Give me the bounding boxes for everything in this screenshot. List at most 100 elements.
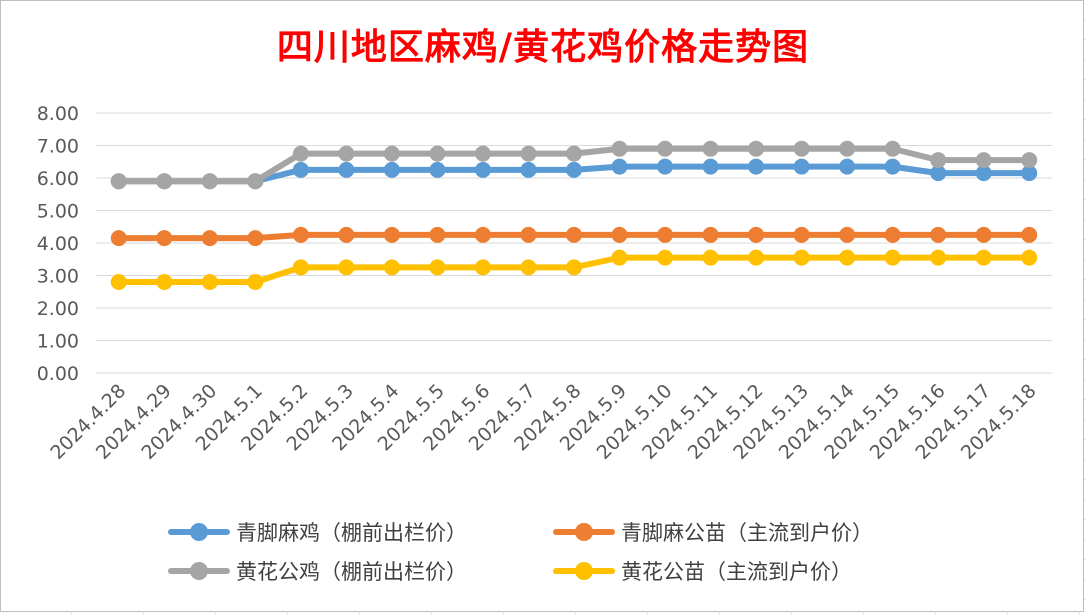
data-point xyxy=(975,165,992,182)
chart-title: 四川地区麻鸡/黄花鸡价格走势图 xyxy=(276,26,810,68)
data-point xyxy=(201,173,218,190)
data-point xyxy=(292,161,309,178)
data-point xyxy=(611,140,628,157)
data-point xyxy=(110,274,127,290)
data-point xyxy=(884,226,901,243)
legend-label: 黄花公鸡（棚前出栏价） xyxy=(236,560,467,584)
legend-item-qingjiao-maji[interactable]: 青脚麻鸡（棚前出栏价） xyxy=(168,514,467,550)
data-point xyxy=(657,158,674,175)
legend-swatch-qingjiao-maji xyxy=(168,514,230,550)
data-point xyxy=(657,140,674,157)
data-point xyxy=(748,226,765,243)
data-point xyxy=(383,259,400,276)
legend-item-huanghua-gongmiao[interactable]: 黄花公苗（主流到户价） xyxy=(553,553,852,589)
data-point xyxy=(793,226,810,243)
data-point xyxy=(429,259,446,276)
data-point xyxy=(566,161,582,178)
data-point xyxy=(657,249,674,266)
legend-label: 青脚麻公苗（主流到户价） xyxy=(621,521,873,545)
data-point xyxy=(748,249,765,266)
y-tick-label: 5.00 xyxy=(37,201,79,223)
y-tick-label: 4.00 xyxy=(37,233,79,255)
data-point xyxy=(110,230,127,247)
data-point xyxy=(156,173,173,190)
data-point xyxy=(702,249,719,266)
legend-swatch-huanghua-gongmiao xyxy=(553,553,615,589)
data-point xyxy=(702,158,719,175)
data-point xyxy=(338,161,355,178)
y-axis-ticks: 0.00 1.00 2.00 3.00 4.00 5.00 6.00 7.00 8.00 xyxy=(37,103,79,385)
data-point xyxy=(1021,152,1038,169)
data-point xyxy=(292,145,309,162)
data-point xyxy=(156,230,173,247)
data-point xyxy=(566,145,582,162)
data-point xyxy=(975,152,992,169)
legend-label: 黄花公苗（主流到户价） xyxy=(621,560,852,584)
data-point xyxy=(930,165,947,182)
data-point xyxy=(884,158,901,175)
data-point xyxy=(839,226,856,243)
data-point xyxy=(566,259,582,276)
data-point xyxy=(702,226,719,243)
data-point xyxy=(839,140,856,157)
data-point xyxy=(474,226,491,243)
data-point xyxy=(338,145,355,162)
data-point xyxy=(201,230,218,247)
data-point xyxy=(474,145,491,162)
data-point xyxy=(975,249,992,266)
y-tick-label: 6.00 xyxy=(37,168,79,190)
data-point xyxy=(793,140,810,157)
data-point xyxy=(520,161,537,178)
data-point xyxy=(611,249,628,266)
legend-swatch-qingjiao-mama-gongmiao xyxy=(553,514,615,550)
data-point xyxy=(156,274,173,290)
legend-item-huanghua-gongji[interactable]: 黄花公鸡（棚前出栏价） xyxy=(168,553,467,589)
data-point xyxy=(383,161,400,178)
data-point xyxy=(247,173,264,190)
data-point xyxy=(474,161,491,178)
data-point xyxy=(474,259,491,276)
legend: 青脚麻鸡（棚前出栏价） 青脚麻公苗（主流到户价） 黄花公鸡（棚前出栏价） 黄花公… xyxy=(168,512,968,592)
legend-swatch-huanghua-gongji xyxy=(168,553,230,589)
data-point xyxy=(1021,165,1038,182)
data-point xyxy=(930,152,947,169)
data-point xyxy=(429,226,446,243)
data-point xyxy=(566,226,582,243)
y-tick-label: 0.00 xyxy=(37,363,79,385)
data-point xyxy=(292,226,309,243)
data-point xyxy=(1021,249,1038,266)
data-point xyxy=(748,158,765,175)
data-point xyxy=(975,226,992,243)
data-point xyxy=(930,226,947,243)
y-tick-label: 2.00 xyxy=(37,298,79,320)
legend-label: 青脚麻鸡（棚前出栏价） xyxy=(236,521,467,545)
data-point xyxy=(247,230,264,247)
y-tick-label: 3.00 xyxy=(37,266,79,288)
data-point xyxy=(520,259,537,276)
data-point xyxy=(702,140,719,157)
data-point xyxy=(520,145,537,162)
data-point xyxy=(748,140,765,157)
data-point xyxy=(383,226,400,243)
data-point xyxy=(657,226,674,243)
legend-item-qingjiao-mama-gongmiao[interactable]: 青脚麻公苗（主流到户价） xyxy=(553,514,873,550)
data-point xyxy=(930,249,947,266)
data-point xyxy=(338,259,355,276)
data-point xyxy=(611,158,628,175)
data-point xyxy=(884,140,901,157)
data-point xyxy=(383,145,400,162)
x-axis-ticks: 2024.4.282024.4.292024.4.302024.5.12024.… xyxy=(46,380,1040,464)
data-point xyxy=(1021,226,1038,243)
data-point xyxy=(793,158,810,175)
data-point xyxy=(429,161,446,178)
data-point xyxy=(839,249,856,266)
data-point xyxy=(611,226,628,243)
y-tick-label: 7.00 xyxy=(37,136,79,158)
y-tick-label: 8.00 xyxy=(37,103,79,125)
data-point xyxy=(292,259,309,276)
data-point xyxy=(884,249,901,266)
data-point xyxy=(793,249,810,266)
data-point xyxy=(429,145,446,162)
